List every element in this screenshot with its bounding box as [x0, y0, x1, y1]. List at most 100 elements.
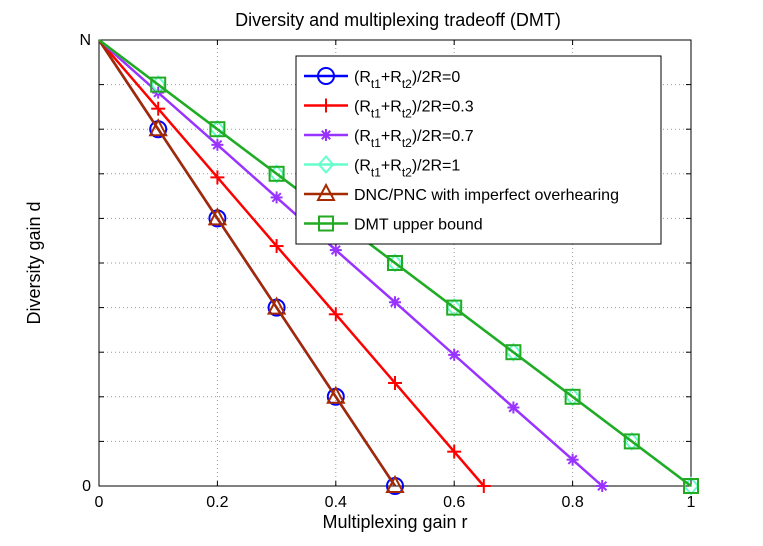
x-axis-label: Multiplexing gain r [322, 512, 467, 532]
series-2 [98, 39, 609, 492]
legend-label-part: t2 [402, 77, 412, 91]
y-tick-label: N [79, 32, 91, 49]
legend-label-part: )/2R=1 [412, 158, 461, 175]
square-marker [387, 255, 403, 271]
legend-entry: DMT upper bound [304, 215, 483, 234]
legend-entry: (Rt1+Rt2)/2R=0 [304, 67, 460, 91]
legend-label: (Rt1+Rt2)/2R=0.7 [354, 128, 474, 150]
triangle-marker [148, 118, 168, 137]
star-marker-arm [597, 481, 608, 491]
legend-entry: (Rt1+Rt2)/2R=0.7 [304, 128, 474, 150]
star-marker-arm [330, 245, 341, 256]
data-point [447, 444, 462, 459]
diamond-marker [317, 154, 335, 175]
data-point [507, 401, 520, 414]
legend-label: (Rt1+Rt2)/2R=0.3 [354, 99, 474, 121]
star-marker-arm [390, 297, 400, 308]
legend-label-part: (R [354, 128, 371, 145]
data-point [209, 121, 226, 138]
legend-label: DMT upper bound [354, 217, 483, 234]
star-marker-arm [271, 192, 282, 203]
series-group [97, 39, 700, 496]
x-tick-label: 0.4 [325, 494, 347, 511]
legend-label-part: (R [354, 69, 371, 86]
data-point [211, 138, 224, 151]
series-4 [97, 39, 405, 493]
series-line [98, 39, 604, 487]
series-1 [98, 39, 491, 493]
data-point [385, 474, 405, 493]
legend-label-part: )/2R=0 [412, 69, 461, 86]
circle-marker [317, 67, 335, 85]
legend-label-part: (R [354, 158, 371, 175]
square-marker [150, 76, 167, 93]
series-5 [98, 39, 699, 494]
data-point [266, 296, 287, 315]
data-point [388, 375, 402, 390]
legend-marker [320, 129, 332, 141]
star-marker-arm [567, 454, 578, 465]
data-point [268, 165, 285, 182]
legend-label-part: +R [381, 158, 402, 175]
axis-ticks: 0 0.2 0.4 0.6 0.8 1 0 N [79, 32, 695, 511]
legend-entry: (Rt1+Rt2)/2R=1 [304, 154, 460, 180]
legend-marker [319, 98, 333, 113]
legend-label-part: t1 [371, 77, 381, 91]
data-point [210, 170, 225, 185]
legend-marker [317, 67, 335, 85]
x-tick-label: 0 [95, 494, 104, 511]
data-point [387, 255, 403, 271]
data-point [683, 478, 699, 494]
legend-entry: (Rt1+Rt2)/2R=0.3 [304, 98, 474, 121]
legend-box [295, 55, 662, 245]
triangle-marker [316, 182, 336, 201]
legend-marker [317, 154, 335, 175]
star-marker-arm [508, 402, 519, 413]
legend-marker [318, 215, 334, 232]
square-marker [505, 344, 522, 361]
legend-entry: DNC/PNC with imperfect overhearing [304, 182, 619, 204]
legend-label-part: t2 [402, 166, 412, 180]
data-point [446, 299, 463, 316]
data-point [326, 385, 346, 404]
star-marker-arm [449, 349, 460, 360]
data-point [270, 191, 283, 204]
legend-label-part: t1 [371, 166, 381, 180]
legend-label-part: )/2R=0.7 [412, 128, 474, 145]
legend-label-part: t1 [371, 136, 381, 150]
data-point [151, 101, 166, 116]
legend-label-part: +R [381, 128, 402, 145]
legend-label-part: t1 [371, 107, 381, 121]
legend-label-part: +R [381, 99, 402, 116]
series-line [97, 39, 397, 487]
triangle-marker [266, 296, 287, 315]
legend-label-part: t2 [402, 136, 412, 150]
y-tick-label: 0 [82, 478, 91, 495]
data-point [148, 118, 168, 137]
square-marker [209, 121, 226, 138]
data-point [207, 207, 228, 226]
triangle-marker [207, 207, 228, 226]
x-tick-label: 0.2 [206, 494, 228, 511]
chart-title: Diversity and multiplexing tradeoff (DMT… [235, 10, 561, 30]
square-marker [318, 215, 334, 232]
legend-label: DNC/PNC with imperfect overhearing [354, 187, 619, 204]
series-line [98, 39, 485, 487]
legend-label-part: +R [381, 69, 402, 86]
series-line [98, 39, 692, 487]
square-marker [268, 165, 285, 182]
legend-label: (Rt1+Rt2)/2R=1 [354, 158, 460, 180]
x-tick-label: 0.6 [443, 494, 465, 511]
legend: (Rt1+Rt2)/2R=0(Rt1+Rt2)/2R=0.3(Rt1+Rt2)/… [295, 55, 662, 245]
legend-label: (Rt1+Rt2)/2R=0 [354, 69, 460, 91]
square-marker [564, 388, 581, 405]
square-marker [683, 478, 699, 494]
square-marker [446, 299, 463, 316]
data-point [389, 296, 401, 309]
data-point [476, 479, 491, 493]
data-point [566, 453, 579, 466]
data-point [150, 76, 167, 93]
legend-marker [316, 182, 336, 201]
square-marker [623, 433, 640, 450]
